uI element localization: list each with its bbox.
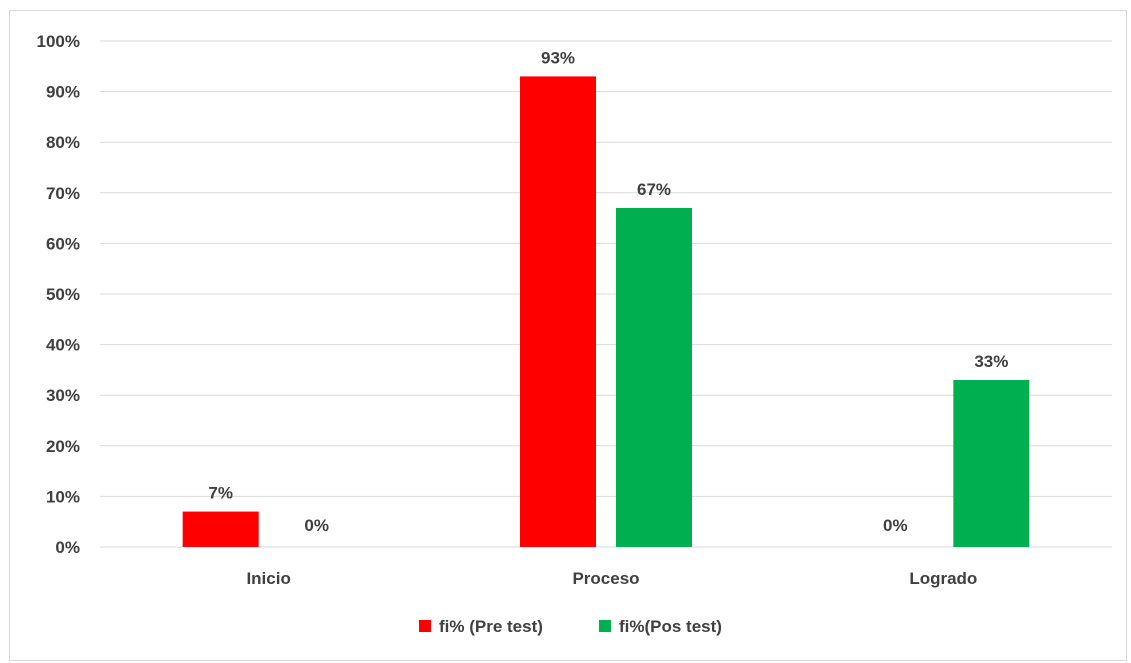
data-labels: 7% 0% 93% 67% 0% 33% [208, 48, 1008, 535]
y-tick-label: 30% [46, 386, 80, 405]
data-label: 33% [974, 352, 1008, 371]
bars [182, 76, 1030, 548]
y-tick-label: 80% [46, 133, 80, 152]
legend-label: fi% (Pre test) [439, 617, 543, 636]
y-tick-label: 60% [46, 234, 80, 253]
y-tick-label: 20% [46, 437, 80, 456]
y-tick-label: 10% [46, 487, 80, 506]
bar-logrado-series-1 [953, 380, 1030, 547]
legend-swatch-series-0 [419, 620, 431, 632]
x-tick-label: Proceso [572, 569, 639, 588]
y-tick-label: 70% [46, 184, 80, 203]
x-tick-label: Logrado [909, 569, 977, 588]
y-tick-label: 90% [46, 83, 80, 102]
y-tick-label: 50% [46, 285, 80, 304]
legend: fi% (Pre test) fi%(Pos test) [419, 617, 722, 636]
bar-proceso-series-1 [616, 207, 692, 548]
y-axis-tick-labels: 0% 10% 20% 30% 40% 50% 60% 70% 80% 90% 100% [37, 32, 80, 557]
data-label: 67% [637, 180, 671, 199]
y-tick-label: 40% [46, 336, 80, 355]
data-label: 93% [541, 48, 575, 67]
x-axis-category-labels: Inicio Proceso Logrado [246, 569, 977, 588]
data-label: 7% [208, 484, 233, 503]
data-label: 0% [304, 516, 329, 535]
bar-inicio-series-0 [182, 511, 259, 547]
legend-swatch-series-1 [599, 620, 611, 632]
data-label: 0% [883, 516, 908, 535]
y-tick-label: 100% [37, 32, 80, 51]
y-tick-label: 0% [55, 538, 80, 557]
legend-label: fi%(Pos test) [619, 617, 722, 636]
gridlines [100, 40, 1112, 548]
x-tick-label: Inicio [246, 569, 290, 588]
bar-proceso-series-0 [520, 76, 596, 548]
